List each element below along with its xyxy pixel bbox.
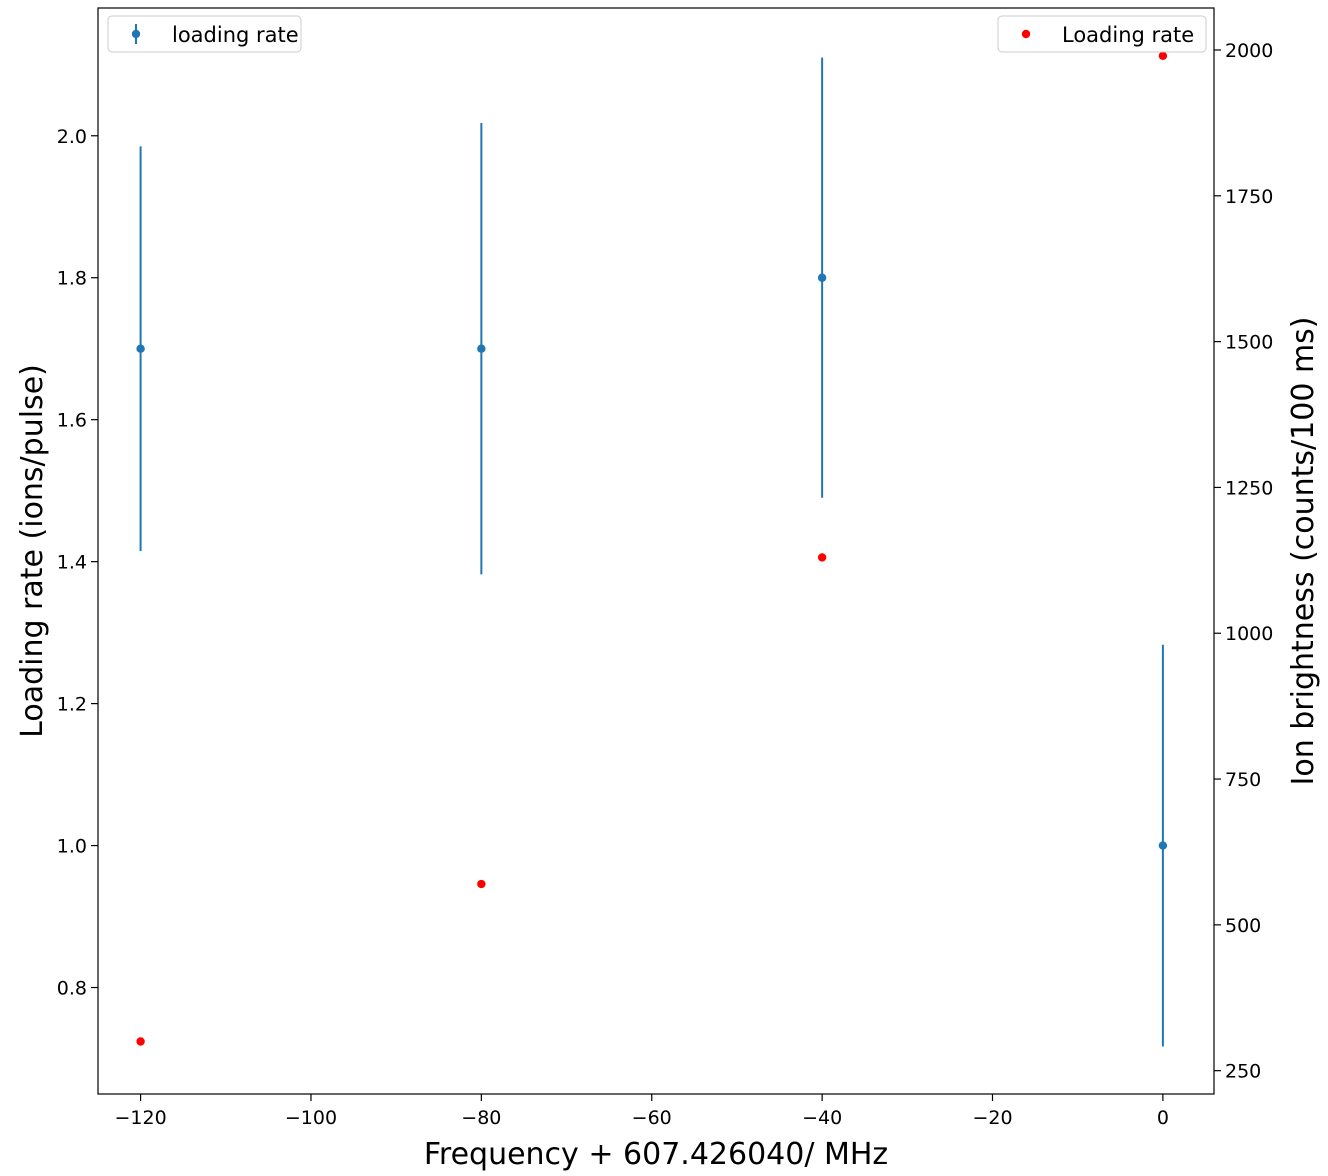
- right-y-tick-label: 250: [1225, 1061, 1261, 1083]
- data-point: [1158, 841, 1168, 850]
- data-point: [136, 1037, 145, 1046]
- legend-marker: [131, 29, 141, 39]
- right-y-axis-label: Ion brightness (counts/100 ms): [1286, 317, 1321, 786]
- x-tick-label: −80: [461, 1107, 501, 1129]
- x-tick-label: −100: [285, 1107, 337, 1129]
- left-y-tick-label: 2.0: [57, 126, 87, 148]
- data-point: [477, 879, 486, 889]
- legend-box: [107, 15, 302, 53]
- plot-frame: [97, 7, 1215, 1095]
- right-y-tick-label: 750: [1225, 769, 1261, 791]
- left-y-axis-label: Loading rate (ions/pulse): [15, 364, 50, 738]
- x-tick-label: 0: [1157, 1107, 1169, 1129]
- x-tick-label: −60: [632, 1107, 672, 1129]
- left-y-tick-label: 1.8: [57, 268, 87, 290]
- legend-label: loading rate: [172, 23, 299, 47]
- x-axis-label: Frequency + 607.426040/ MHz: [424, 1137, 888, 1172]
- left-y-tick-label: 1.4: [57, 552, 87, 574]
- left-y-tick-label: 1.6: [57, 410, 87, 432]
- data-point: [817, 273, 827, 282]
- right-y-tick-label: 500: [1225, 915, 1261, 937]
- left-y-tick-label: 0.8: [57, 978, 87, 1000]
- right-y-tick-label: 1750: [1225, 186, 1273, 208]
- legend-box: [997, 15, 1207, 53]
- legend-marker: [1021, 29, 1031, 39]
- right-y-tick-label: 1250: [1225, 477, 1273, 499]
- legend: loading rate: [107, 15, 302, 53]
- data-point: [136, 344, 145, 353]
- data-point: [1158, 51, 1168, 61]
- left-y-tick-label: 1.0: [57, 836, 87, 858]
- right-y-tick-label: 1500: [1225, 332, 1273, 354]
- legend: Loading rate: [997, 15, 1207, 53]
- data-point: [817, 553, 827, 562]
- plot-marks: [136, 51, 1168, 1047]
- legend-label: Loading rate: [1062, 23, 1194, 47]
- x-tick-label: −120: [115, 1107, 167, 1129]
- axes: −120 −100 −80 −60 −40 −20 0 0.8 1.0 1.2 1.4 1.6 1.8 2…: [57, 7, 1273, 1129]
- right-y-tick-label: 1000: [1225, 623, 1273, 645]
- left-y-tick-label: 1.2: [57, 694, 87, 716]
- x-tick-label: −20: [972, 1107, 1012, 1129]
- legends: loading rate Loading rate: [107, 15, 1207, 53]
- x-tick-label: −40: [802, 1107, 842, 1129]
- data-point: [477, 344, 486, 353]
- right-y-tick-label: 2000: [1225, 40, 1273, 62]
